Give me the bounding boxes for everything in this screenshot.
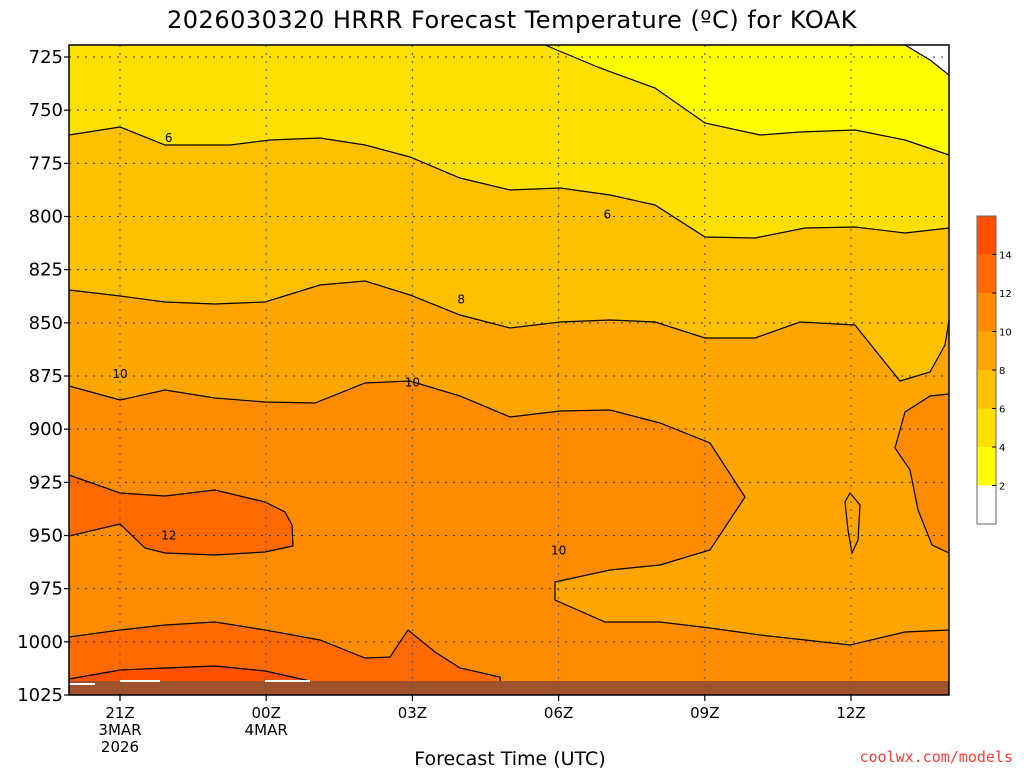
- contour-label: 10: [551, 543, 566, 557]
- plot-area: 6 6 8 10 10 10 12: [68, 44, 950, 696]
- colorbar-tick-label: 12: [999, 289, 1012, 300]
- contour-4: [544, 44, 950, 156]
- band-10-12-lobe: [895, 394, 949, 553]
- y-tick-label: 825: [29, 260, 63, 281]
- contour-label: 10: [405, 375, 420, 389]
- x-tick-label: 12Z: [836, 704, 865, 722]
- band-2-4: [545, 45, 949, 155]
- colorbar-bin: [977, 370, 996, 409]
- y-tick-label: 900: [29, 419, 63, 440]
- contour-12-left: [68, 474, 294, 556]
- x-tick-label: 06Z: [544, 704, 573, 722]
- colorbar-bin: [977, 293, 996, 332]
- contour-lines: [68, 44, 950, 696]
- colorbar-tick-label: 14: [999, 251, 1012, 262]
- contour-label: 12: [161, 529, 176, 543]
- colorbar-tick-label: 2: [999, 482, 1005, 493]
- y-tick-label: 1025: [17, 685, 63, 706]
- contour-label: 10: [112, 367, 127, 381]
- colorbar-bin: [977, 447, 996, 486]
- contour-8: [68, 280, 950, 382]
- grid-lines: [69, 45, 949, 695]
- surface-ticks: [69, 680, 310, 685]
- x-tick-label: 09Z: [690, 704, 719, 722]
- contour-label: 6: [604, 207, 612, 221]
- y-axis: 725 750 775 800 825 850 875 900 925 950 975 1000 102…: [17, 47, 69, 706]
- colorbar-bin: [977, 485, 996, 524]
- colorbar-bin: [977, 408, 996, 447]
- ground-surface: [69, 681, 949, 695]
- x-tick-label: 3MAR: [98, 721, 141, 739]
- contour-10-closed: [844, 491, 861, 555]
- colorbar-bin: [977, 254, 996, 293]
- y-tick-label: 1000: [17, 632, 63, 653]
- colorbar-bin: [977, 216, 996, 255]
- site-credit: coolwx.com/models: [859, 748, 1013, 766]
- colorbar-tick-label: 6: [999, 405, 1005, 416]
- y-tick-label: 800: [29, 207, 63, 228]
- x-tick-label: 2026: [101, 738, 139, 756]
- colorbar: 2 4 6 8 10 12 14: [976, 215, 1012, 525]
- contour-10-main: [68, 380, 950, 646]
- y-tick-label: 875: [29, 366, 63, 387]
- y-tick-label: 750: [29, 100, 63, 121]
- contour-label: 8: [457, 292, 465, 306]
- contour-12-bottom: [68, 621, 503, 696]
- colorbar-tick-label: 8: [999, 366, 1005, 377]
- y-tick-label: 850: [29, 313, 63, 334]
- plot-frame: [68, 44, 950, 696]
- x-tick-label: 21Z: [105, 704, 134, 722]
- y-tick-label: 950: [29, 526, 63, 547]
- contour-labels: 6 6 8 10 10 10 12: [112, 131, 612, 558]
- x-tick-label: 03Z: [398, 704, 427, 722]
- contour-2: [904, 44, 950, 76]
- x-axis-label: Forecast Time (UTC): [414, 748, 605, 768]
- colorbar-tick-label: 4: [999, 443, 1005, 454]
- chart-title: 2026030320 HRRR Forecast Temperature (ºC…: [167, 6, 858, 34]
- y-tick-label: 975: [29, 579, 63, 600]
- contour-label: 6: [165, 131, 173, 145]
- x-tick-label: 00Z: [252, 704, 281, 722]
- y-tick-label: 725: [29, 47, 63, 68]
- contour-14: [68, 665, 311, 682]
- x-tick-label: 4MAR: [245, 721, 288, 739]
- contour-6-upper: [68, 126, 950, 239]
- band-10-12: [69, 381, 949, 695]
- y-tick-label: 775: [29, 153, 63, 174]
- colorbar-tick-label: 10: [999, 328, 1012, 339]
- colorbar-bin: [977, 331, 996, 370]
- band-0-2: [905, 45, 949, 75]
- contour-10-right: [894, 393, 950, 554]
- y-tick-label: 925: [29, 472, 63, 493]
